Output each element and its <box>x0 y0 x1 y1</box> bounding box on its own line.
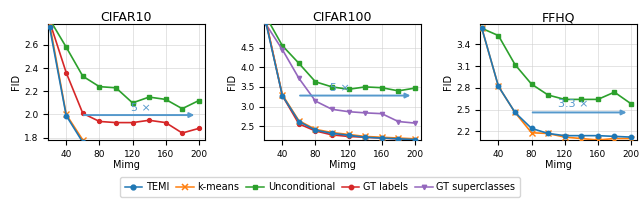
Y-axis label: FID: FID <box>227 74 237 90</box>
Text: 5 ×: 5 × <box>131 103 151 113</box>
Title: FFHQ: FFHQ <box>541 11 575 24</box>
Text: 5 ×: 5 × <box>330 83 350 93</box>
Text: 3.3 ×: 3.3 × <box>558 99 589 109</box>
X-axis label: Mimg: Mimg <box>113 160 140 170</box>
Title: CIFAR100: CIFAR100 <box>313 11 372 24</box>
Legend: TEMI, k-means, Unconditional, GT labels, GT superclasses: TEMI, k-means, Unconditional, GT labels,… <box>120 177 520 197</box>
Title: CIFAR10: CIFAR10 <box>100 11 152 24</box>
X-axis label: Mimg: Mimg <box>545 160 572 170</box>
Y-axis label: FID: FID <box>11 74 21 90</box>
Y-axis label: FID: FID <box>444 74 453 90</box>
X-axis label: Mimg: Mimg <box>329 160 356 170</box>
